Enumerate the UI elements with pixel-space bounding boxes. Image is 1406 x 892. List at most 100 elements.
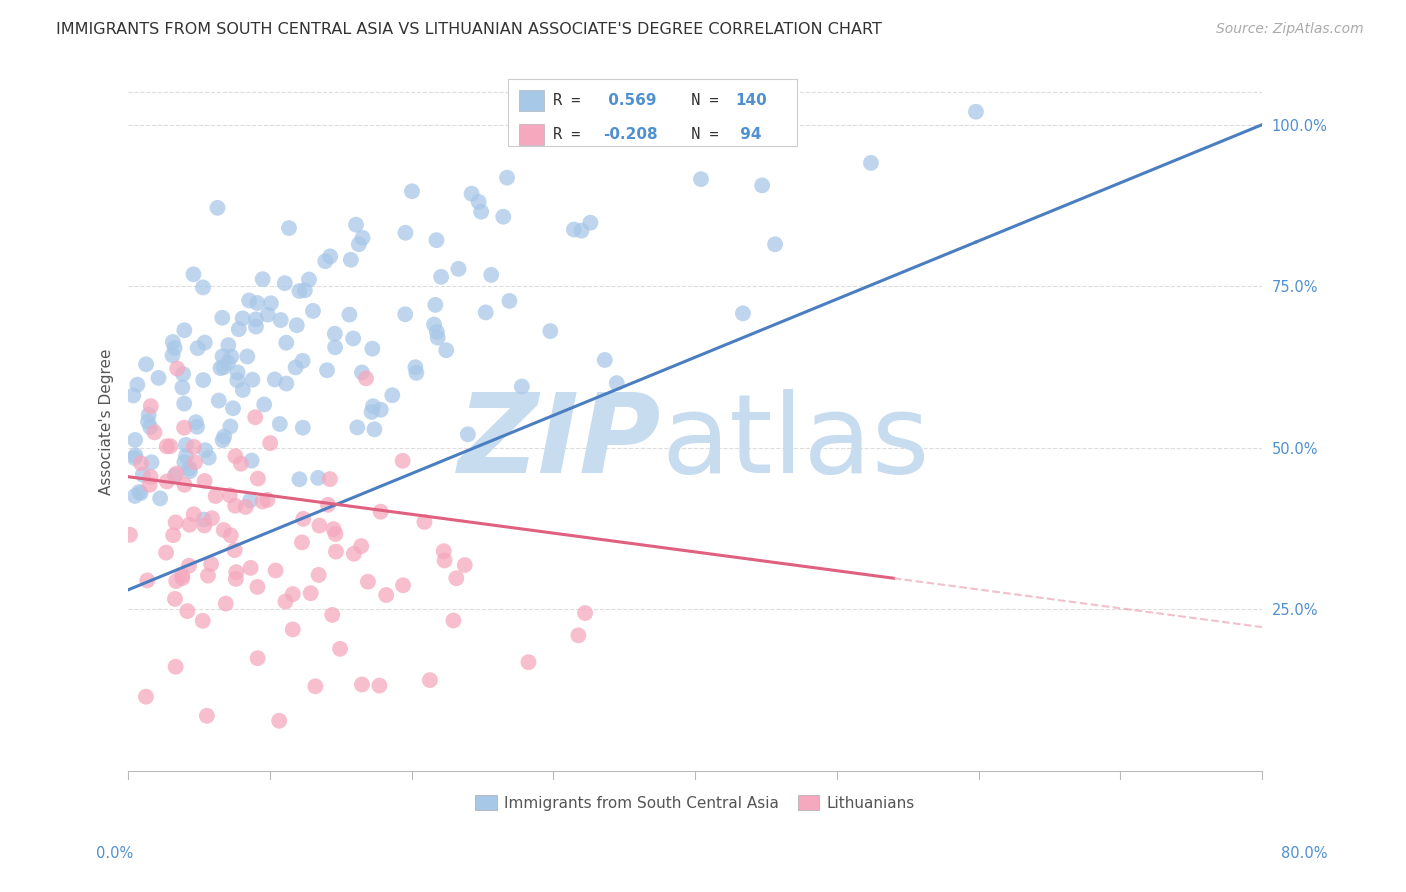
Point [361, 342, 384, 356]
Point [139, 399, 162, 413]
Text: 80.0%: 80.0% [1281, 846, 1327, 861]
Point [276, 335, 298, 350]
Text: 140: 140 [735, 93, 766, 108]
Point [288, 284, 311, 298]
Point [323, 340, 346, 354]
Point [281, 623, 304, 637]
Point [129, 486, 152, 500]
Point [401, 184, 423, 198]
Point [228, 322, 250, 336]
Point [194, 474, 217, 488]
Point [211, 433, 233, 447]
Point [177, 558, 200, 573]
Point [361, 399, 384, 413]
Point [245, 319, 267, 334]
Point [285, 318, 308, 333]
Text: 94: 94 [735, 127, 762, 142]
Point [413, 515, 436, 529]
Point [173, 420, 195, 434]
Point [176, 604, 198, 618]
Point [260, 296, 283, 310]
Point [124, 450, 146, 465]
Point [118, 528, 141, 542]
Point [141, 455, 163, 469]
Point [308, 568, 330, 582]
Point [156, 439, 179, 453]
Point [239, 493, 262, 508]
Point [232, 311, 254, 326]
Point [132, 467, 155, 482]
Point [172, 367, 194, 381]
Point [124, 433, 146, 447]
Point [149, 491, 172, 506]
Point [212, 429, 235, 443]
Point [232, 383, 254, 397]
Text: R =: R = [554, 93, 591, 108]
Point [441, 614, 464, 628]
Point [731, 306, 754, 320]
Point [269, 417, 291, 431]
Point [562, 222, 585, 236]
Point [284, 360, 307, 375]
Point [360, 405, 382, 419]
Point [291, 535, 314, 549]
Point [321, 607, 343, 622]
Legend: Immigrants from South Central Asia, Lithuanians: Immigrants from South Central Asia, Lith… [471, 790, 920, 815]
Point [498, 293, 520, 308]
FancyBboxPatch shape [508, 79, 797, 146]
Point [278, 221, 301, 235]
Point [292, 512, 315, 526]
Point [183, 508, 205, 522]
Point [174, 449, 197, 463]
Point [173, 323, 195, 337]
Point [211, 349, 233, 363]
Point [304, 679, 326, 693]
Point [197, 568, 219, 582]
Point [274, 276, 297, 290]
Point [579, 216, 602, 230]
Point [492, 210, 515, 224]
Text: atlas: atlas [661, 389, 929, 496]
Point [166, 361, 188, 376]
Point [965, 104, 987, 119]
Point [319, 472, 342, 486]
Point [200, 557, 222, 571]
Point [433, 553, 456, 567]
Point [454, 558, 477, 572]
Point [394, 307, 416, 321]
Point [344, 218, 367, 232]
Point [163, 341, 186, 355]
Point [299, 586, 322, 600]
Point [191, 280, 214, 294]
Point [224, 449, 246, 463]
Point [194, 443, 217, 458]
Text: 0.0%: 0.0% [96, 846, 132, 861]
Point [224, 499, 246, 513]
Point [370, 402, 392, 417]
Point [392, 578, 415, 592]
Text: R =: R = [554, 127, 591, 142]
Point [316, 363, 339, 377]
Point [127, 377, 149, 392]
Point [163, 468, 186, 483]
Point [690, 172, 713, 186]
Point [197, 450, 219, 465]
Point [256, 308, 278, 322]
Point [425, 233, 447, 247]
Point [405, 366, 427, 380]
Point [859, 156, 882, 170]
Point [138, 477, 160, 491]
Point [357, 574, 380, 589]
Point [325, 527, 347, 541]
Point [246, 296, 269, 310]
Point [288, 472, 311, 486]
Point [239, 561, 262, 575]
Point [391, 454, 413, 468]
Point [222, 401, 245, 416]
Point [173, 396, 195, 410]
Point [316, 498, 339, 512]
Point [124, 448, 146, 462]
Point [763, 237, 786, 252]
Point [163, 591, 186, 606]
Point [212, 523, 235, 537]
